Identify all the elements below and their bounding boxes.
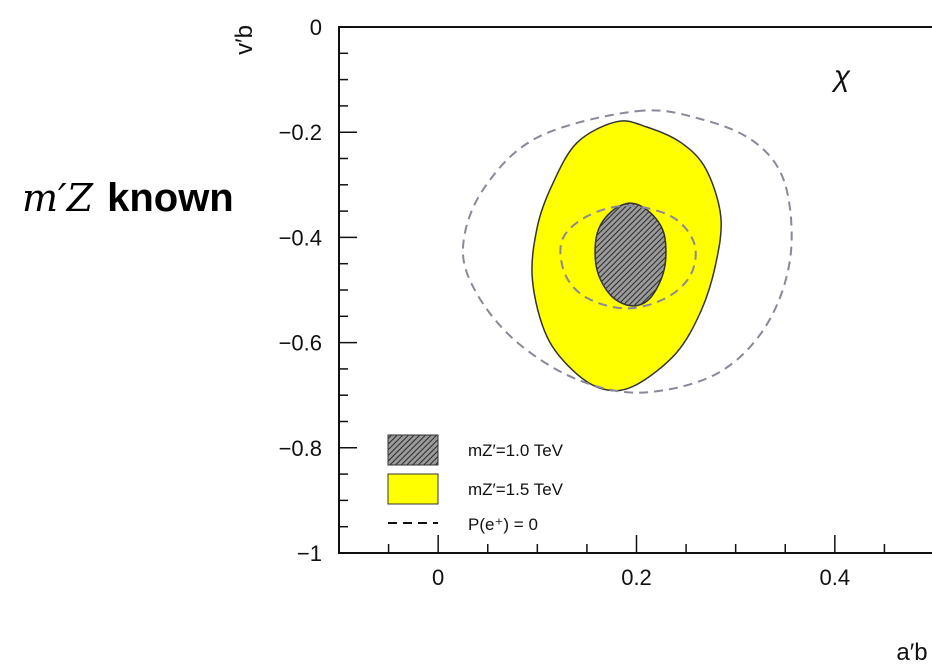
legend-swatch-yellow [387, 473, 439, 505]
side-title-symbol: m′Z [22, 176, 94, 220]
contour-hatched-1 [594, 202, 667, 307]
x-tick-label: 0.2 [621, 565, 652, 590]
x-tick-label: 0.4 [820, 565, 851, 590]
y-tick-label: −0.2 [279, 120, 322, 145]
contour-layer [461, 109, 793, 394]
y-tick-label: −0.4 [279, 225, 322, 250]
contour-dashed-2 [461, 109, 793, 394]
side-title: m′Z known [22, 176, 234, 221]
y-tick-labels: 0 −0.2 −0.4 −0.6 −0.8 −1 [279, 15, 322, 566]
x-tick-labels: 0 0.2 0.4 [432, 565, 850, 590]
y-tick-label: −0.6 [279, 331, 322, 356]
contour-dashed-3 [559, 204, 697, 310]
legend-label-yellow: mZ′=1.5 TeV [468, 480, 564, 499]
legend-label-dashed: P(e⁺) = 0 [468, 515, 538, 534]
y-tick-label: −0.8 [279, 436, 322, 461]
side-title-text: known [107, 176, 234, 220]
model-label: χ [831, 60, 851, 93]
y-tick-label: −1 [297, 541, 322, 566]
legend-swatch-hatched [387, 434, 439, 466]
x-tick-label: 0 [432, 565, 444, 590]
axis-ticks [338, 26, 886, 554]
legend: mZ′=1.0 TeV mZ′=1.5 TeV P(e⁺) = 0 [387, 434, 564, 534]
y-axis-title: v′b [231, 25, 258, 55]
y-tick-label: 0 [310, 15, 322, 40]
x-axis-title: a′b [896, 639, 927, 666]
legend-label-hatched: mZ′=1.0 TeV [468, 441, 564, 460]
